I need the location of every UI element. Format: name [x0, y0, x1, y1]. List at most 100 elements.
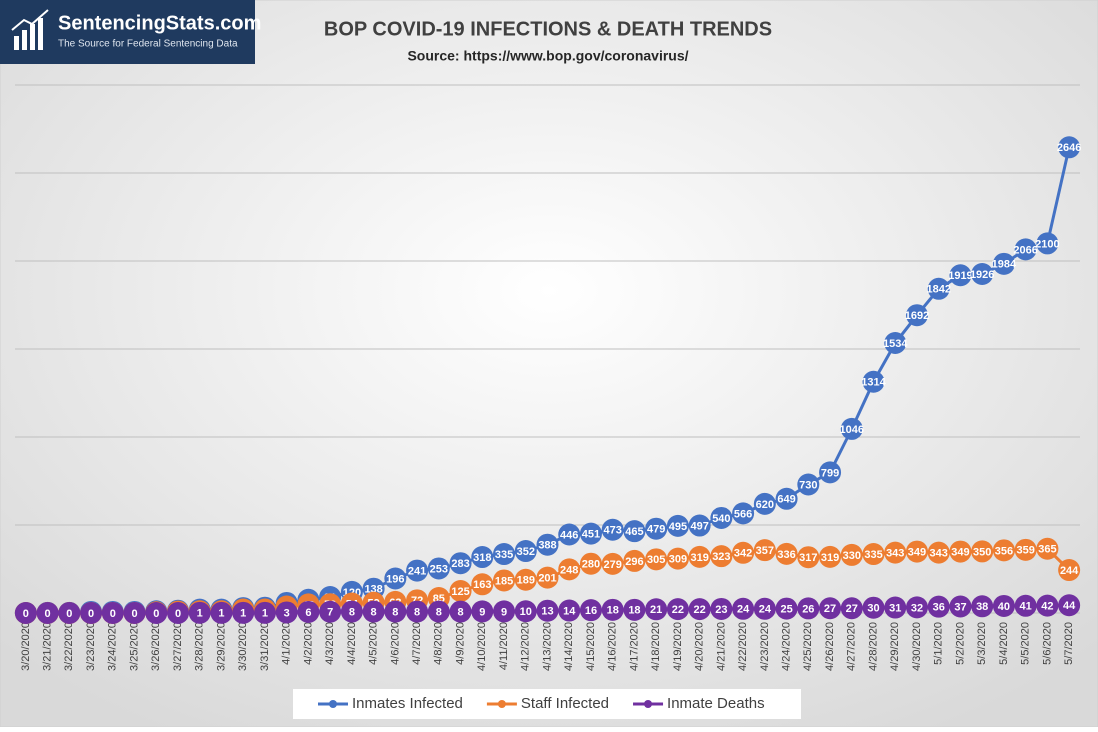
data-point	[753, 539, 776, 562]
x-tick-label: 4/13/2020	[541, 622, 553, 671]
data-label: 479	[647, 524, 665, 536]
data-label: 357	[756, 545, 774, 557]
data-label: 0	[23, 608, 29, 620]
legend-label: Staff Infected	[521, 695, 609, 712]
data-label: 318	[473, 552, 491, 564]
data-label: 1842	[926, 284, 950, 296]
x-tick-label: 4/17/2020	[628, 622, 640, 671]
data-label: 244	[1060, 565, 1079, 577]
legend-label: Inmate Deaths	[667, 695, 765, 712]
data-label: 40	[998, 601, 1010, 613]
data-label: 1534	[883, 338, 908, 350]
data-point	[514, 600, 537, 623]
data-point	[1014, 594, 1037, 617]
legend-box	[293, 689, 801, 719]
data-label: 36	[933, 602, 945, 614]
data-label: 336	[777, 549, 795, 561]
data-label: 14	[563, 605, 576, 617]
data-label: 2066	[1013, 244, 1037, 256]
data-label: 465	[625, 526, 643, 538]
data-point	[362, 600, 385, 623]
data-point	[579, 599, 602, 622]
data-point	[188, 601, 211, 624]
data-label: 9	[501, 606, 507, 618]
data-label: 6	[305, 607, 311, 619]
data-label: 7	[327, 607, 333, 619]
data-label: 799	[821, 467, 839, 479]
data-point	[971, 540, 994, 563]
data-point	[427, 557, 450, 580]
data-point	[862, 543, 885, 566]
data-point	[471, 546, 494, 569]
x-tick-label: 5/1/2020	[933, 622, 945, 665]
data-point	[797, 597, 820, 620]
data-label: 0	[131, 608, 137, 620]
x-tick-label: 4/16/2020	[607, 622, 619, 671]
data-point	[949, 540, 972, 563]
data-label: 495	[669, 521, 687, 533]
data-point	[579, 552, 602, 575]
data-label: 1	[262, 608, 268, 620]
data-point	[36, 602, 59, 624]
x-tick-label: 3/20/2020	[20, 622, 32, 671]
data-point	[688, 514, 711, 537]
data-point	[862, 370, 885, 393]
data-point	[471, 600, 494, 623]
chart-title: BOP COVID-19 INFECTIONS & DEATH TRENDS	[324, 18, 772, 40]
data-label: 349	[951, 546, 969, 558]
data-label: 279	[604, 559, 622, 571]
data-label: 649	[777, 494, 795, 506]
data-point	[536, 566, 559, 589]
data-label: 0	[153, 608, 159, 620]
data-point	[493, 569, 516, 592]
x-tick-label: 4/19/2020	[672, 622, 684, 671]
x-tick-label: 4/10/2020	[476, 622, 488, 671]
data-point	[101, 602, 124, 624]
data-label: 305	[647, 554, 665, 566]
data-point	[80, 602, 103, 624]
data-label: 163	[473, 579, 491, 591]
data-point	[384, 567, 407, 590]
data-point	[927, 541, 950, 564]
data-label: 24	[737, 604, 750, 616]
x-tick-label: 3/31/2020	[259, 622, 271, 671]
data-point	[493, 543, 516, 566]
data-point	[905, 596, 928, 619]
data-point	[797, 546, 820, 569]
data-point	[514, 568, 537, 591]
x-tick-label: 4/20/2020	[694, 622, 706, 671]
data-label: 27	[846, 603, 858, 615]
legend-marker	[497, 700, 506, 708]
data-point	[623, 549, 646, 572]
data-point	[449, 580, 472, 602]
data-label: 309	[669, 554, 687, 566]
legend-label: Inmates Infected	[352, 695, 463, 712]
x-tick-label: 4/24/2020	[780, 622, 792, 671]
x-tick-label: 4/21/2020	[715, 622, 727, 671]
legend-marker	[329, 700, 337, 708]
data-point	[514, 540, 537, 563]
data-label: 8	[371, 606, 377, 618]
data-point	[1036, 594, 1059, 617]
data-label: 540	[712, 513, 730, 525]
data-label: 185	[495, 575, 513, 587]
data-label: 42	[1041, 601, 1053, 613]
x-tick-label: 3/27/2020	[172, 622, 184, 671]
data-point	[1058, 559, 1081, 582]
data-label: 25	[780, 604, 792, 616]
data-point	[427, 600, 450, 623]
x-tick-label: 5/4/2020	[998, 622, 1010, 665]
data-label: 1	[240, 608, 246, 620]
data-label: 248	[560, 564, 578, 576]
data-point	[666, 514, 689, 537]
data-point	[601, 518, 624, 541]
x-tick-label: 4/29/2020	[889, 622, 901, 671]
data-label: 138	[364, 584, 382, 596]
data-label: 24	[759, 604, 772, 616]
data-point	[340, 600, 363, 623]
data-point	[775, 487, 798, 510]
data-point	[1014, 538, 1037, 561]
data-label: 497	[690, 520, 708, 532]
data-label: 473	[604, 525, 622, 537]
data-label: 189	[517, 575, 535, 587]
